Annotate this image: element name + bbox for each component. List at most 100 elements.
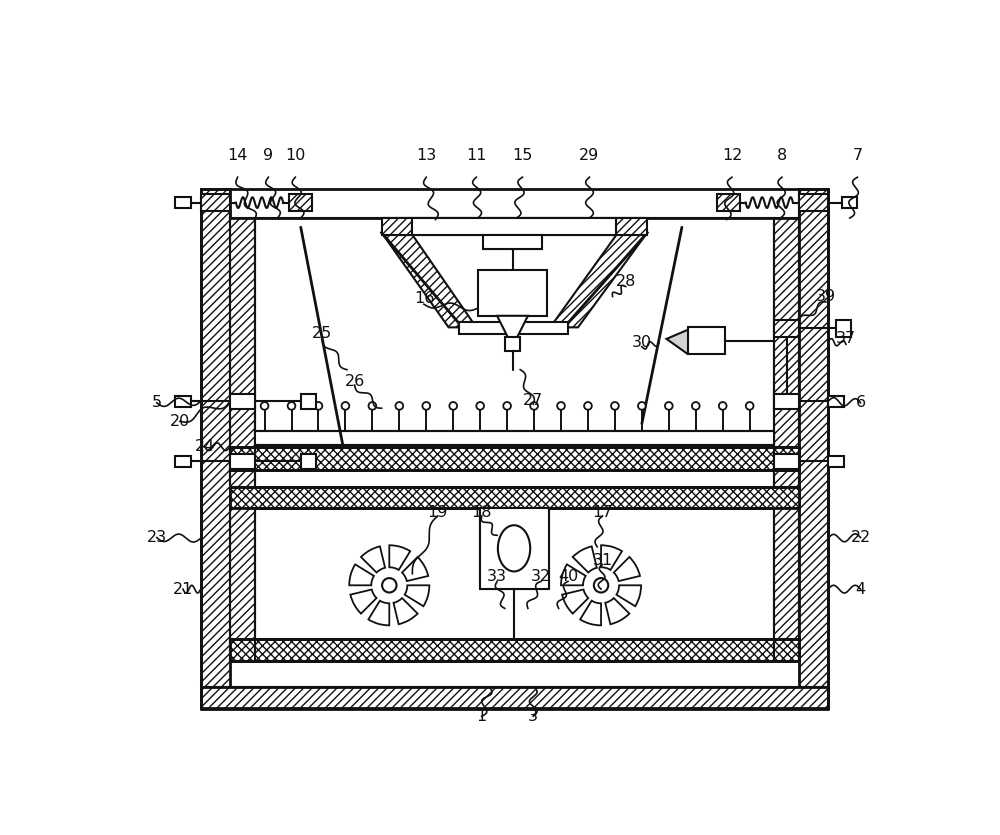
Text: 20: 20 [170,414,190,429]
Text: 12: 12 [722,148,742,163]
Bar [230,640,799,660]
Wedge shape [614,557,640,581]
Bar [774,393,799,409]
Bar [255,432,774,445]
Text: 13: 13 [416,148,436,163]
Bar [828,396,844,407]
Text: 23: 23 [147,530,167,545]
Circle shape [288,402,295,410]
Polygon shape [382,233,476,327]
Text: 22: 22 [850,530,871,545]
Circle shape [369,402,376,410]
Text: 27: 27 [523,393,543,408]
Circle shape [261,402,268,410]
Wedge shape [573,546,597,573]
Text: 14: 14 [227,148,248,163]
Text: 15: 15 [512,148,533,163]
Text: 19: 19 [428,504,448,519]
Wedge shape [580,600,601,625]
Wedge shape [350,590,377,614]
Bar [616,218,647,235]
Bar [412,218,616,235]
Bar [201,687,828,709]
Polygon shape [550,233,647,327]
Bar [175,396,191,407]
Circle shape [692,402,700,410]
Text: 33: 33 [487,569,507,584]
Wedge shape [561,564,586,585]
Wedge shape [361,546,385,573]
Text: 37: 37 [836,331,856,347]
Bar [774,509,799,660]
Text: 31: 31 [592,553,613,568]
Bar [175,197,191,208]
Bar [688,327,725,354]
Circle shape [315,402,322,410]
Text: 29: 29 [579,148,600,163]
Circle shape [342,402,349,410]
Circle shape [665,402,673,410]
Bar [836,320,851,337]
Text: 4: 4 [855,582,866,597]
Text: 5: 5 [152,395,162,410]
Circle shape [557,402,565,410]
Wedge shape [402,557,428,581]
Text: 28: 28 [616,274,636,289]
Circle shape [422,402,430,410]
Circle shape [611,402,619,410]
Ellipse shape [498,525,530,571]
Wedge shape [368,600,389,625]
Bar [201,189,230,687]
Text: 40: 40 [558,569,578,584]
Text: 39: 39 [816,289,836,304]
Circle shape [503,402,511,410]
Bar [230,453,255,469]
Text: 17: 17 [592,504,613,519]
Bar [301,393,316,409]
Bar [799,195,828,211]
Text: 21: 21 [173,582,193,597]
Text: 18: 18 [471,504,492,519]
Bar [828,456,844,467]
Text: 25: 25 [312,326,332,341]
Text: 9: 9 [263,148,273,163]
Text: 10: 10 [285,148,306,163]
Circle shape [584,402,592,410]
Circle shape [382,578,397,593]
Text: 24: 24 [194,439,215,454]
Bar [483,235,542,249]
Bar [230,509,255,660]
Bar [382,218,412,235]
Bar [289,195,312,211]
Circle shape [746,402,754,410]
Bar [774,218,799,487]
Wedge shape [605,598,629,625]
Circle shape [530,402,538,410]
Bar [505,337,520,352]
Bar [774,453,799,469]
Bar [717,195,740,211]
Bar [459,322,568,333]
Circle shape [476,402,484,410]
Bar [301,453,316,469]
Bar [201,195,230,211]
Text: 1: 1 [477,709,487,724]
Bar [478,270,547,316]
Wedge shape [616,585,641,606]
Circle shape [449,402,457,410]
Wedge shape [405,585,429,606]
Bar [230,487,799,509]
Text: 16: 16 [414,291,434,306]
Bar [842,197,857,208]
Circle shape [594,578,608,593]
Bar [480,509,549,590]
Circle shape [719,402,727,410]
Text: 32: 32 [531,569,551,584]
Circle shape [395,402,403,410]
Text: 8: 8 [777,148,787,163]
Wedge shape [349,564,374,585]
Wedge shape [394,598,418,625]
Wedge shape [562,590,588,614]
Text: 7: 7 [852,148,863,163]
Bar [230,447,799,470]
